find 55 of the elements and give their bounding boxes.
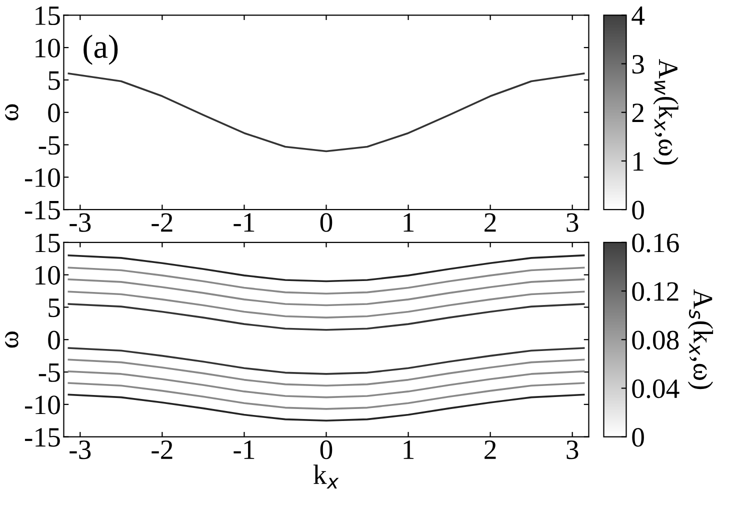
line-series (68, 303, 585, 331)
color-bar-label: 3 (632, 55, 644, 74)
y-tick-label: 5 (48, 71, 60, 90)
color-bar-label: 0.12 (632, 282, 678, 302)
y-axis-title: ω (5, 104, 18, 120)
x-tick-label: -3 (70, 440, 91, 460)
color-bar-label: 0.08 (632, 330, 679, 350)
x-tick-label: -2 (152, 213, 172, 232)
x-tick-label: 0 (320, 213, 332, 232)
line-series (68, 254, 585, 282)
y-tick-label: 0 (48, 330, 60, 350)
y-tick-label: -15 (24, 200, 60, 220)
line-series (68, 72, 585, 152)
color-bar-title: A$_{s}$(k$_{x}$,ω) (688, 289, 714, 390)
x-tick-label: -1 (234, 440, 254, 459)
x-tick-label: -3 (70, 213, 91, 232)
x-tick-label: 3 (566, 440, 578, 460)
x-tick-label: -1 (234, 213, 254, 232)
x-tick-label: 1 (404, 213, 414, 232)
x-tick-label: 3 (566, 213, 578, 232)
y-tick-label: 5 (48, 298, 60, 318)
line-series (68, 382, 585, 410)
x-tick-label: 0 (320, 440, 332, 460)
color-bar-label: 0.04 (632, 379, 680, 398)
y-tick-label: -10 (24, 168, 60, 188)
line-series (68, 278, 585, 306)
color-bar-label: 4 (632, 6, 645, 25)
y-axis-title: ω (5, 332, 18, 348)
y-tick-label: -5 (38, 136, 60, 155)
line-series (68, 290, 585, 318)
y-tick-label: 10 (36, 38, 60, 58)
x-axis-title: k$_{x}$ (313, 464, 339, 488)
color-bar-label: 0 (632, 200, 644, 220)
y-tick-label: 10 (36, 266, 60, 285)
y-tick-label: 0 (48, 104, 60, 122)
line-series (68, 266, 585, 295)
y-tick-label: -10 (24, 396, 60, 414)
line-series (68, 347, 585, 375)
line-series (68, 358, 585, 387)
color-bar-label: 0.16 (632, 234, 679, 252)
y-tick-label: 15 (36, 6, 60, 26)
color-bar-label: 1 (634, 152, 644, 171)
color-bar-label: 0 (632, 428, 644, 447)
y-tick-label: 15 (36, 234, 60, 252)
x-tick-label: 1 (404, 440, 414, 459)
y-tick-label: -15 (24, 428, 60, 447)
x-tick-label: 2 (484, 213, 496, 232)
color-bar-label: 2 (632, 104, 644, 122)
line-series (68, 394, 585, 422)
line-series (68, 370, 585, 398)
annotation: (a) (84, 34, 118, 65)
color-bar-title: A$_{w}$(k$_{x}$,ω) (653, 59, 678, 165)
x-tick-label: -2 (152, 440, 172, 459)
y-tick-label: -5 (38, 363, 60, 382)
x-tick-label: 2 (484, 440, 496, 459)
